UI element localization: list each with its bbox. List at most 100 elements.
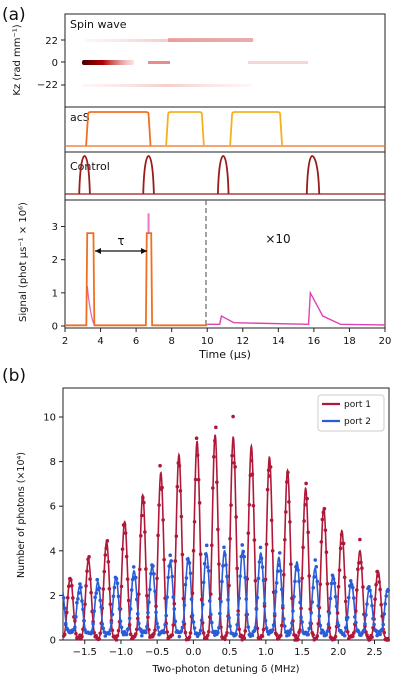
port1-point <box>311 633 316 637</box>
port1-point <box>249 458 254 463</box>
port2-point <box>291 609 295 613</box>
port2-point <box>380 627 384 632</box>
port1-point <box>165 630 169 634</box>
port1-point <box>268 465 273 469</box>
control-label: Control <box>70 160 110 173</box>
port2-point <box>61 596 66 600</box>
port2-point <box>260 565 265 569</box>
b-xtick-label: 0.5 <box>222 647 238 658</box>
port2-point <box>216 630 220 635</box>
port1-point <box>127 623 132 627</box>
acs-subplot: acS <box>64 106 386 153</box>
port1-point <box>102 569 107 574</box>
port1-point <box>377 580 381 584</box>
port2-point <box>345 615 350 620</box>
port1-point <box>320 517 325 522</box>
port2-point <box>365 602 369 606</box>
port2-point <box>166 575 170 580</box>
port2-point <box>336 623 341 628</box>
port2-point <box>219 599 223 604</box>
port2-point <box>334 604 339 609</box>
port1-point <box>215 480 219 485</box>
port1-point <box>299 606 303 611</box>
port1-point <box>64 610 69 615</box>
port1-point <box>84 584 88 588</box>
port2-point <box>350 585 355 590</box>
port1-point <box>253 578 258 583</box>
port1-point <box>139 533 143 538</box>
port1-point <box>197 501 202 505</box>
port1-point <box>176 461 181 465</box>
signal-ytick-label: 1 <box>52 288 58 299</box>
port1-point <box>140 513 144 518</box>
port2-point <box>290 621 294 625</box>
port1-point <box>137 567 142 572</box>
port1-point <box>308 607 312 611</box>
port2-point <box>63 621 68 626</box>
port1-point <box>374 582 378 587</box>
port2-point <box>363 622 367 626</box>
spinwave-band-mid-right <box>248 61 308 64</box>
port1-point <box>104 546 109 551</box>
port1-point <box>252 538 257 542</box>
port2-point <box>252 629 257 633</box>
port2-point <box>207 599 212 603</box>
port2-point <box>353 615 357 619</box>
port2-point <box>349 582 354 587</box>
port2-point <box>263 618 268 623</box>
port2-point <box>200 602 205 607</box>
port1-point <box>260 634 265 638</box>
panel-a-xlabel: Time (μs) <box>198 348 251 361</box>
port2-point <box>342 633 347 638</box>
port2-point <box>184 576 189 580</box>
spinwave-core <box>82 60 134 65</box>
port1-point <box>191 548 196 553</box>
signal-ytick-label: 3 <box>52 222 58 233</box>
port2-point <box>351 596 356 600</box>
port1-point <box>115 633 120 638</box>
port2-point <box>98 598 103 603</box>
port2-point <box>101 626 106 631</box>
port2-point <box>168 553 173 558</box>
port2-point <box>191 620 196 624</box>
port1-point <box>286 470 290 475</box>
control-pulse <box>216 155 230 195</box>
spinwave-band-top-strong <box>168 38 253 42</box>
port2-point <box>309 610 313 615</box>
port2-point <box>293 579 297 584</box>
port2-point <box>312 575 317 579</box>
port2-point <box>217 625 221 630</box>
port2-point <box>220 579 224 584</box>
port2-point <box>279 587 284 592</box>
signal-ytick-label: 2 <box>52 255 58 266</box>
port1-point <box>264 542 269 547</box>
port1-point <box>105 539 110 543</box>
port2-point <box>78 582 82 586</box>
port2-point <box>256 576 261 581</box>
b-ytick-label: 10 <box>43 412 56 423</box>
port1-point <box>147 627 151 632</box>
port2-point <box>133 575 138 580</box>
control-pulse <box>78 155 91 195</box>
port2-point <box>99 605 104 609</box>
port1-point <box>71 596 75 600</box>
port1-point <box>125 577 130 581</box>
port1-point <box>345 630 350 634</box>
port1-point <box>173 559 178 563</box>
port1-point <box>217 562 221 566</box>
port2-point <box>100 622 105 626</box>
port2-point <box>370 603 374 608</box>
port1-point <box>62 632 67 637</box>
port2-point <box>367 584 371 589</box>
port2-point <box>331 577 336 581</box>
port1-point <box>101 587 106 591</box>
port2-point <box>152 572 156 576</box>
port2-point <box>245 612 250 617</box>
port1-point <box>323 528 328 532</box>
port1-point <box>204 636 209 641</box>
port2-point <box>172 607 177 611</box>
port2-point <box>314 565 319 569</box>
port2-point <box>136 621 141 626</box>
spinwave-band-bottom <box>82 84 252 87</box>
